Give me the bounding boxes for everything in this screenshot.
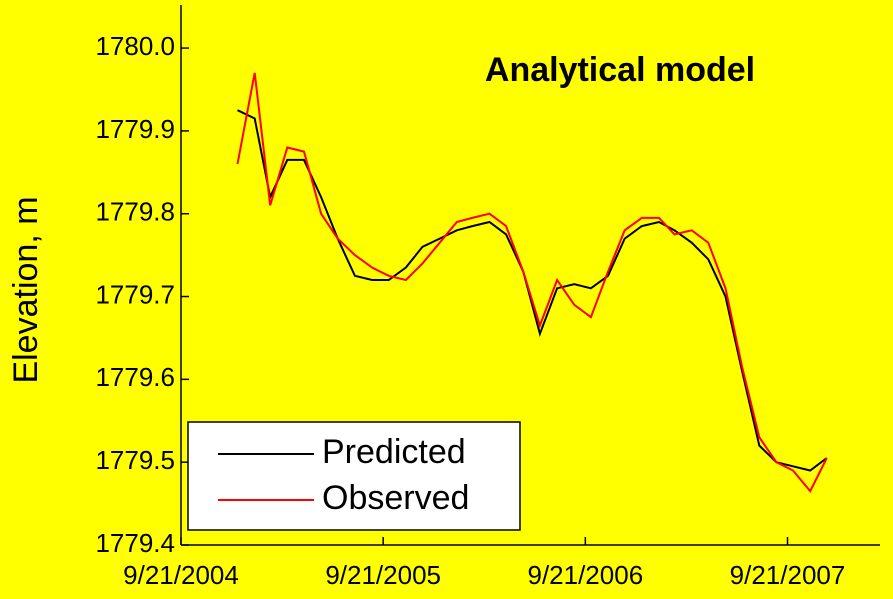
y-tick-label: 1779.5 — [95, 445, 175, 475]
y-tick-label: 1779.7 — [95, 279, 175, 309]
x-tick-label: 9/21/2006 — [527, 560, 643, 590]
x-tick-label: 9/21/2004 — [123, 560, 239, 590]
y-tick-label: 1779.9 — [95, 114, 175, 144]
y-axis-label: Elevation, m — [7, 196, 45, 383]
series-line — [237, 109, 828, 472]
y-tick-label: 1780.0 — [95, 31, 175, 61]
legend-label: Observed — [322, 479, 469, 517]
series-line — [236, 72, 828, 494]
chart-title: Analytical model — [485, 51, 755, 89]
y-tick-label: 1779.8 — [95, 197, 175, 227]
y-tick-label: 1779.4 — [95, 528, 175, 558]
legend-label: Predicted — [322, 433, 466, 471]
legend-box — [187, 421, 521, 531]
y-tick-label: 1779.6 — [95, 362, 175, 392]
x-tick-label: 9/21/2007 — [730, 560, 846, 590]
x-tick-label: 9/21/2005 — [325, 560, 441, 590]
